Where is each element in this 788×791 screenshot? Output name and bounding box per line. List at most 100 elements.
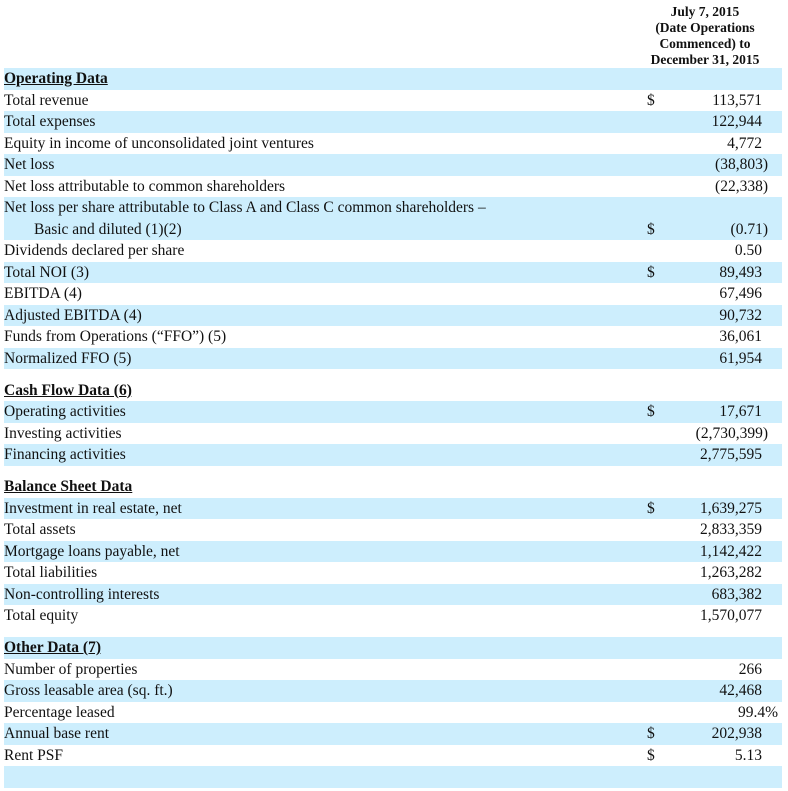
header-line: (Date Operations [655,20,755,35]
table-row: Total NOI (3) $89,493 [4,261,782,283]
row-label: Equity in income of unconsolidated joint… [4,134,314,152]
row-value: 2,833,359 [700,521,762,538]
section-title: Balance Sheet Data [4,478,133,495]
section-title: Other Data (7) [4,639,101,656]
row-value: 36,061 [719,328,762,345]
table-row: Financing activities 2,775,595 [4,444,782,466]
section-spacer [4,627,782,638]
currency-symbol: $ [647,403,655,420]
table-row: Number of properties 266 [4,659,782,681]
row-value: 61,954 [719,349,762,367]
row-label: Net loss attributable to common sharehol… [4,177,286,195]
row-value: 1,570,077 [700,607,762,624]
row-value: 266 [738,660,762,678]
table-row: Percentage leased 99.4% [4,702,782,724]
row-value: (22,338) [715,177,768,195]
table-row: Dividends declared per share 0.50 [4,240,782,262]
row-value: 4,772 [727,134,762,152]
section-spacer [4,466,782,477]
row-label: Total NOI (3) [4,263,90,281]
row-label: Investing activities [4,424,122,442]
row-label: Number of properties [4,660,138,678]
row-value: 1,142,422 [700,542,762,560]
table-row: Normalized FFO (5) 61,954 [4,347,782,369]
currency-symbol: $ [647,725,655,742]
row-value: 0.50 [734,242,762,259]
table-row [4,766,782,788]
row-label: Net loss [4,156,55,173]
table-row: Total expenses 122,944 [4,111,782,133]
row-label: Normalized FFO (5) [4,349,132,367]
row-value: (38,803) [715,156,768,173]
row-value: 113,571 [712,91,762,109]
table-row: EBITDA (4) 67,496 [4,283,782,305]
section-header: Other Data (7) [4,637,782,659]
table-row: Rent PSF $5.13 [4,745,782,767]
financial-data-table: Operating Data Total revenue $113,571 Total… [4,68,782,788]
table-row: Equity in income of unconsolidated joint… [4,133,782,155]
currency-symbol: $ [647,263,655,281]
row-label: Total equity [4,607,79,624]
row-value: 67,496 [719,285,762,302]
table-row: Annual base rent $202,938 [4,723,782,745]
table-row: Net loss attributable to common sharehol… [4,176,782,198]
table-row: Operating activities $17,671 [4,401,782,423]
row-label: Total assets [4,521,76,538]
table-row: Gross leasable area (sq. ft.) 42,468 [4,680,782,702]
row-label: EBITDA (4) [4,285,82,302]
row-label: Annual base rent [4,725,110,742]
row-label: Percentage leased [4,703,115,721]
row-value: 202,938 [711,725,762,742]
section-title: Operating Data [4,70,108,87]
table-row: Net loss per share attributable to Class… [4,197,782,240]
row-value: (2,730,399) [695,424,768,442]
row-label: Total liabilities [4,564,98,581]
table-row: Non-controlling interests 683,382 [4,583,782,605]
table-row: Mortgage loans payable, net 1,142,422 [4,540,782,562]
table-row: Adjusted EBITDA (4) 90,732 [4,304,782,326]
row-value: 42,468 [719,682,762,699]
row-label: Mortgage loans payable, net [4,542,180,560]
row-value: 122,944 [711,113,762,130]
row-label: Investment in real estate, net [4,499,182,517]
row-value: (0.71) [730,220,768,238]
section-header: Balance Sheet Data [4,476,782,498]
row-value: 2,775,595 [700,446,762,463]
section-title: Cash Flow Data (6) [4,381,132,399]
header-line: Commenced) to [659,36,751,51]
row-value: 1,263,282 [700,564,762,581]
currency-symbol: $ [647,746,655,764]
row-value: 1,639,275 [700,499,762,517]
row-label: Financing activities [4,446,126,463]
row-label: Non-controlling interests [4,585,160,603]
row-value: 683,382 [711,585,762,603]
table-row: Net loss (38,803) [4,154,782,176]
row-value: 90,732 [719,306,762,324]
header-line: July 7, 2015 [670,4,740,19]
column-header-period: July 7, 2015 (Date Operations Commenced)… [640,4,770,70]
row-label: Operating activities [4,403,126,420]
section-spacer [4,369,782,380]
currency-symbol: $ [647,220,655,238]
currency-symbol: $ [647,499,655,517]
row-label: Dividends declared per share [4,242,185,259]
row-label-continued: Basic and diluted (1)(2) [34,220,182,238]
section-header: Cash Flow Data (6) [4,380,782,402]
row-label: Net loss per share attributable to Class… [4,199,486,216]
row-value: 89,493 [719,263,762,281]
row-label: Gross leasable area (sq. ft.) [4,682,173,699]
table-row: Total revenue $113,571 [4,90,782,112]
table-row: Investing activities (2,730,399) [4,423,782,445]
table-row: Investment in real estate, net $1,639,275 [4,497,782,519]
row-value: 17,671 [719,403,762,420]
table-row: Total assets 2,833,359 [4,519,782,541]
section-header: Operating Data [4,68,782,90]
row-label: Total revenue [4,91,89,109]
row-label: Rent PSF [4,746,64,764]
table-row: Total liabilities 1,263,282 [4,562,782,584]
currency-symbol: $ [647,91,655,109]
table-row: Total equity 1,570,077 [4,605,782,627]
row-value: 5.13 [734,746,762,764]
row-label: Total expenses [4,113,96,130]
row-label: Funds from Operations (“FFO”) (5) [4,328,227,345]
